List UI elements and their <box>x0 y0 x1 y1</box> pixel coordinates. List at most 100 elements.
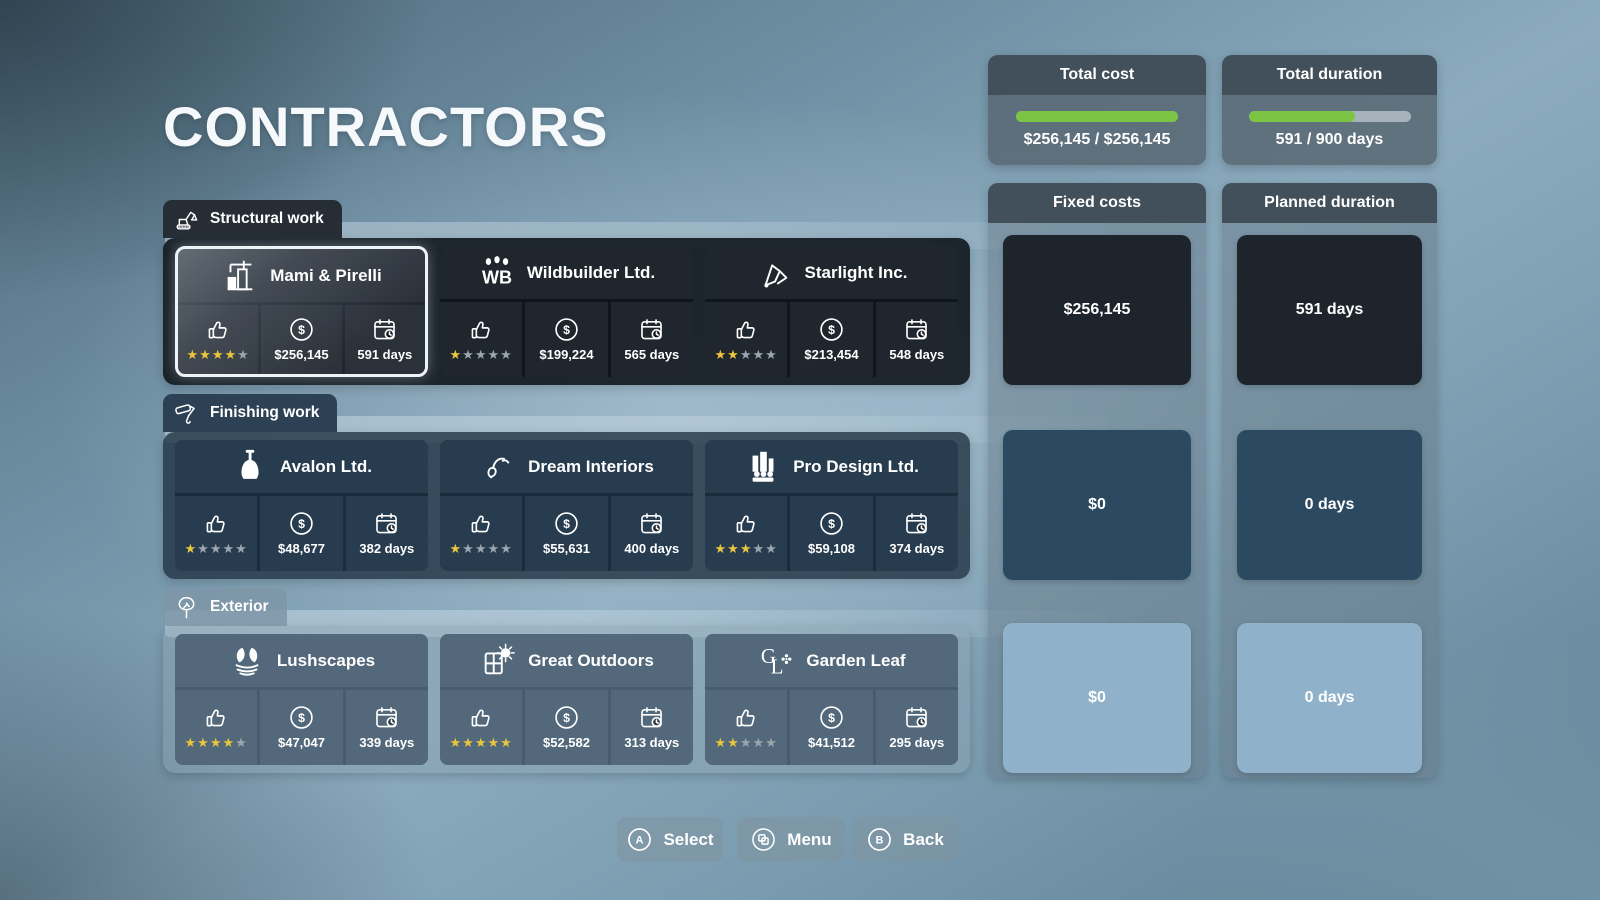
contractor-card[interactable]: Lushscapes ★★★★★ $ $47,047 339 days <box>175 634 428 765</box>
star-filled-icon: ★ <box>211 346 225 362</box>
duration-cell: 548 days <box>875 302 958 377</box>
menu-button-label: Menu <box>787 829 832 849</box>
cost-cell: $ $256,145 <box>261 305 342 374</box>
thumbs-up-icon <box>467 511 496 540</box>
star-empty-icon: ★ <box>209 540 223 556</box>
contractor-card[interactable]: G L Garden Leaf ★★★★★ $ $41,512 295 days <box>705 634 958 765</box>
back-button[interactable]: B Back <box>852 817 958 862</box>
thumbs-up-icon <box>202 511 231 540</box>
contractor-card[interactable]: Dream Interiors ★★★★★ $ $55,631 400 days <box>440 440 693 571</box>
star-empty-icon: ★ <box>739 346 753 362</box>
contractor-card[interactable]: Mami & Pirelli ★★★★★ $ $256,145 591 days <box>175 246 428 377</box>
select-button[interactable]: A Select <box>617 817 723 862</box>
cost-cell: $ $199,224 <box>525 302 608 377</box>
star-empty-icon: ★ <box>752 734 766 750</box>
cost-value: $41,512 <box>807 735 855 750</box>
b-button-icon: B <box>866 826 893 853</box>
contractor-stats: ★★★★★ $ $47,047 339 days <box>175 690 428 765</box>
planned-duration-title: Planned duration <box>1222 183 1437 223</box>
cost-cell: $ $48,677 <box>260 496 343 571</box>
total-duration-value: 591 / 900 days <box>1275 131 1384 148</box>
excavator-icon <box>173 206 200 233</box>
cost-value: $52,582 <box>542 735 590 750</box>
total-cost-value: $256,145 / $256,145 <box>1023 131 1171 148</box>
contractor-stats: ★★★★★ $ $48,677 382 days <box>175 496 428 571</box>
contractor-stats: ★★★★★ $ $55,631 400 days <box>440 496 693 571</box>
star-filled-icon: ★ <box>449 346 463 362</box>
duration-value: 382 days <box>359 541 415 556</box>
svg-text:$: $ <box>563 711 570 725</box>
contractor-card[interactable]: Great Outdoors ★★★★★ $ $52,582 313 days <box>440 634 693 765</box>
cost-value: $59,108 <box>807 541 855 556</box>
star-rating: ★★★★★ <box>450 734 513 750</box>
cost-cell: $ $52,582 <box>525 690 608 765</box>
calendar-clock-icon <box>372 703 401 732</box>
svg-text:$: $ <box>298 323 305 337</box>
svg-text:A: A <box>636 835 644 847</box>
dollar-circle-icon: $ <box>817 315 846 344</box>
contractor-stats: ★★★★★ $ $52,582 313 days <box>440 690 693 765</box>
star-empty-icon: ★ <box>235 540 248 556</box>
paint-roller-icon <box>173 400 200 427</box>
contractor-card[interactable]: Starlight Inc. ★★★★★ $ $213,454 548 days <box>705 246 958 377</box>
contractor-card-header: Mami & Pirelli <box>178 249 425 302</box>
section-tab-exterior: Exterior <box>163 588 287 626</box>
section-label: Structural work <box>210 210 324 227</box>
star-empty-icon: ★ <box>462 346 475 362</box>
rating-cell: ★★★★★ <box>440 496 523 571</box>
star-empty-icon: ★ <box>235 734 248 750</box>
cost-value: $55,631 <box>542 541 590 556</box>
star-empty-icon: ★ <box>500 346 513 362</box>
contractor-name: Dream Interiors <box>528 456 654 476</box>
menu-button[interactable]: Menu <box>737 817 845 862</box>
total-duration-panel: Total duration 591 / 900 days <box>1222 55 1437 165</box>
star-empty-icon: ★ <box>752 346 766 362</box>
dollar-circle-icon: $ <box>552 703 581 732</box>
svg-text:$: $ <box>298 711 305 725</box>
fixed-costs-cell: $0 <box>1003 430 1191 580</box>
svg-text:B: B <box>876 835 884 847</box>
star-empty-icon: ★ <box>462 540 475 556</box>
cost-value: $256,145 <box>274 347 329 362</box>
contractor-card[interactable]: Avalon Ltd. ★★★★★ $ $48,677 382 days <box>175 440 428 571</box>
rating-cell: ★★★★★ <box>440 690 523 765</box>
contractor-card[interactable]: Pro Design Ltd. ★★★★★ $ $59,108 374 days <box>705 440 958 571</box>
contractor-card-header: Lushscapes <box>175 634 428 687</box>
duration-value: 313 days <box>624 735 680 750</box>
contractor-name: Pro Design Ltd. <box>793 456 919 476</box>
svg-text:$: $ <box>828 323 835 337</box>
star-empty-icon: ★ <box>752 540 766 556</box>
star-filled-icon: ★ <box>197 734 210 750</box>
contractor-name: Avalon Ltd. <box>280 456 372 476</box>
thumbs-up-icon <box>467 317 496 346</box>
star-filled-icon: ★ <box>184 540 198 556</box>
leaves-water-logo <box>228 642 266 680</box>
paw-monogram-logo: WB <box>478 254 516 292</box>
contractor-card[interactable]: WB Wildbuilder Ltd. ★★★★★ $ $199,224 565 days <box>440 246 693 377</box>
star-rating: ★★★★★ <box>184 540 248 556</box>
duration-value: 548 days <box>889 347 945 362</box>
contractor-stats: ★★★★★ $ $59,108 374 days <box>705 496 958 571</box>
cost-value: $48,677 <box>277 541 325 556</box>
rating-cell: ★★★★★ <box>705 496 788 571</box>
rating-cell: ★★★★★ <box>175 690 258 765</box>
star-filled-icon: ★ <box>474 734 488 750</box>
star-empty-icon: ★ <box>765 734 778 750</box>
tree-icon <box>173 594 200 621</box>
planned-duration-cell: 0 days <box>1237 430 1422 580</box>
star-filled-icon: ★ <box>222 734 236 750</box>
contractor-name: Garden Leaf <box>806 650 906 670</box>
thumbs-up-icon <box>202 705 231 734</box>
duration-value: 400 days <box>624 541 680 556</box>
fixed-costs-title: Fixed costs <box>988 183 1206 223</box>
dollar-circle-icon: $ <box>817 509 846 538</box>
fixed-costs-column: Fixed costs $256,145 $0 $0 <box>988 183 1206 778</box>
duration-cell: 295 days <box>875 690 958 765</box>
total-duration-body: 591 / 900 days <box>1222 95 1437 165</box>
section-label: Exterior <box>210 598 269 615</box>
cost-value: $47,047 <box>277 735 325 750</box>
total-cost-progress-track <box>1016 111 1178 122</box>
star-empty-icon: ★ <box>222 540 236 556</box>
contractor-card-header: G L Garden Leaf <box>705 634 958 687</box>
